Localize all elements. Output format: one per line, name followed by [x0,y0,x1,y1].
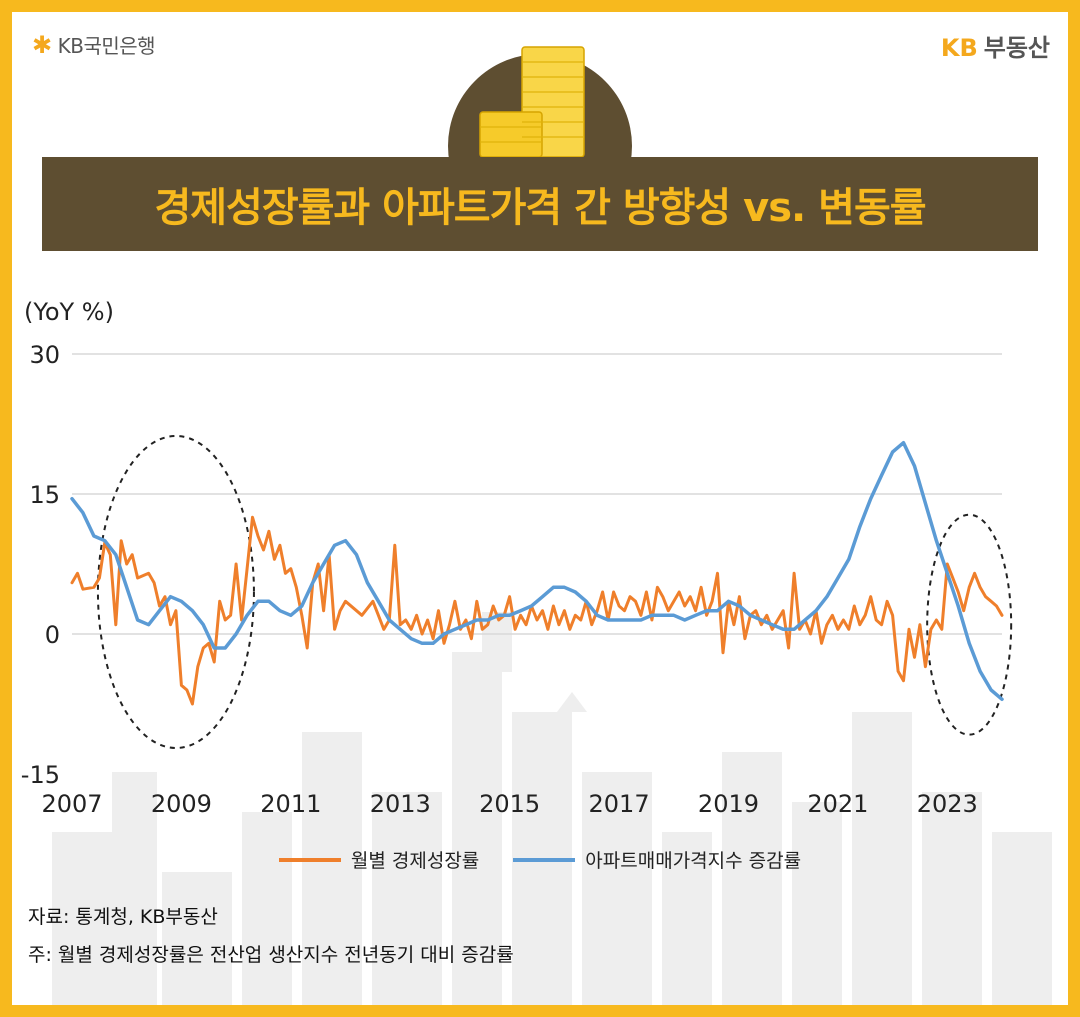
y-tick-label: 0 [45,621,60,649]
kb-star-icon: ✱ [32,30,52,59]
legend-label-apartment: 아파트매매가격지수 증감률 [585,850,802,872]
x-tick-label: 2021 [807,790,868,818]
apartment-price-line [70,440,1004,702]
footnote: 주: 월별 경제성장률은 전산업 생산지수 전년동기 대비 증감률 [28,944,514,966]
x-tick-label: 2017 [589,790,650,818]
kb-real-estate-logo: KB 부동산 [941,28,1050,63]
x-tick-label: 2023 [917,790,978,818]
x-tick-label: 2013 [370,790,431,818]
real-estate-name: 부동산 [983,34,1050,62]
y-tick-label: -15 [21,761,60,789]
x-tick-label: 2011 [260,790,321,818]
x-tick-label: 2009 [151,790,212,818]
kb-kookmin-bank-logo: ✱ KB국민은행 [32,30,156,59]
bank-name: KB국민은행 [57,34,156,58]
x-tick-label: 2007 [41,790,102,818]
legend-swatch-orange [278,857,341,862]
infographic-frame: ✱ KB국민은행 KB 부동산 경제성장률과 아파트가격 간 방향성 vs. 변동… [12,12,1068,1005]
legend-item-apartment: 아파트매매가격지수 증감률 [513,846,801,873]
y-unit-label: (YoY %) [24,298,114,326]
x-tick-label: 2015 [479,790,540,818]
coin-stack-icon [479,46,585,158]
title-band [42,157,1038,251]
legend-swatch-blue [513,857,576,862]
x-tick-label: 2019 [698,790,759,818]
legend-label-growth: 월별 경제성장률 [350,850,480,872]
growth-rate-line [70,515,1004,706]
y-tick-label: 15 [29,481,60,509]
y-tick-label: 30 [29,341,60,369]
infographic-title: 경제성장률과 아파트가격 간 방향성 vs. 변동률 [154,185,926,231]
highlight-ellipse [96,435,255,749]
kb-mark: KB [940,34,978,62]
legend-item-growth: 월별 경제성장률 [278,846,480,873]
source-note: 자료: 통계청, KB부동산 [28,906,218,928]
chart-legend: 월별 경제성장률 아파트매매가격지수 증감률 [12,846,1068,873]
highlight-ellipse [926,513,1013,736]
